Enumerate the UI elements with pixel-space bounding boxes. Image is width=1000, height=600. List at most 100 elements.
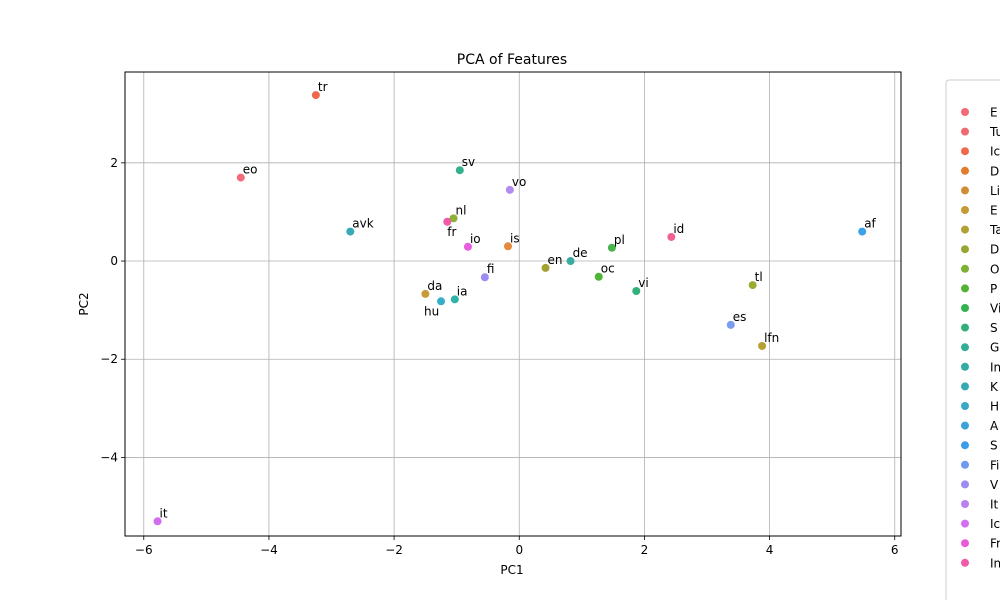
point-label-pl: pl xyxy=(614,233,625,247)
legend-marker xyxy=(961,147,969,156)
point-label-en: en xyxy=(548,253,563,267)
legend-entry-label: O xyxy=(990,262,999,276)
point-label-nl: nl xyxy=(456,203,467,217)
legend-marker xyxy=(961,264,969,273)
point-label-vi: vi xyxy=(638,276,648,290)
point-label-ia: ia xyxy=(457,284,468,298)
legend-entry-label: D xyxy=(990,164,999,178)
legend-marker xyxy=(961,186,969,195)
legend-marker xyxy=(961,323,969,332)
legend-frame xyxy=(945,79,1000,600)
legend-entry-label: Tu xyxy=(989,125,1000,139)
data-point-vi xyxy=(632,286,641,295)
point-label-af: af xyxy=(864,217,876,231)
point-label-fr: fr xyxy=(447,225,456,239)
legend-entry-label: E xyxy=(990,204,998,218)
data-point-af xyxy=(858,227,867,236)
x-axis-ticks: −6 −4 −2 0 2 4 6 xyxy=(135,536,899,557)
legend-marker xyxy=(961,500,969,508)
point-label-da: da xyxy=(427,279,442,293)
data-point-ia xyxy=(450,295,459,304)
chart-title: PCA of Features xyxy=(457,52,567,68)
legend-entry-label: K xyxy=(990,380,999,394)
legend-entry-label: S xyxy=(990,439,998,453)
legend-marker xyxy=(961,362,969,371)
legend-entry-label: Li xyxy=(990,184,1000,198)
y-axis-ticks: −4 −2 0 2 xyxy=(100,156,125,464)
legend-marker xyxy=(961,343,969,352)
x-tick-label: −4 xyxy=(260,543,278,557)
data-point-avk xyxy=(346,227,355,236)
data-point-pl xyxy=(607,243,616,252)
data-point-oc xyxy=(594,272,603,281)
point-label-it: it xyxy=(160,506,168,520)
x-tick-label: 0 xyxy=(515,543,523,557)
legend-marker xyxy=(961,539,969,548)
legend-entry-label: In xyxy=(990,360,1000,374)
legend-entry-label: E xyxy=(990,106,998,120)
grid-lines xyxy=(125,72,901,536)
legend-entry-label: Ic xyxy=(990,145,1000,159)
point-label-es: es xyxy=(733,310,747,324)
legend-marker xyxy=(961,402,969,410)
data-point-lfn xyxy=(758,341,767,350)
data-point-tl xyxy=(748,281,757,290)
legend-entry-label: Ic xyxy=(990,517,1000,531)
point-label-tr: tr xyxy=(318,80,328,94)
legend-marker xyxy=(961,460,969,469)
legend-marker xyxy=(961,441,969,450)
data-point-fr xyxy=(443,217,452,226)
legend-entry-label: Vi xyxy=(990,302,1000,316)
legend-marker xyxy=(961,206,969,214)
legend-marker xyxy=(961,421,969,430)
legend-entry-label: Fi xyxy=(990,458,999,472)
legend-entry-label: In xyxy=(990,556,1000,570)
y-tick-label: 0 xyxy=(110,254,118,268)
data-point-vo xyxy=(505,185,514,194)
point-label-io: io xyxy=(470,232,481,246)
legend-entry-label: V xyxy=(990,478,999,492)
data-point-sv xyxy=(455,166,464,175)
y-tick-label: 2 xyxy=(110,156,118,170)
point-label-vo: vo xyxy=(512,175,526,189)
legend-marker xyxy=(961,304,969,312)
legend-marker xyxy=(961,127,969,136)
point-label-de: de xyxy=(573,246,588,260)
x-tick-label: 4 xyxy=(766,543,774,557)
legend-marker xyxy=(961,225,969,234)
legend-marker xyxy=(961,382,969,391)
data-point-hu xyxy=(437,297,446,306)
y-tick-label: −2 xyxy=(100,352,118,366)
legend-marker xyxy=(961,284,969,293)
data-point-is xyxy=(503,242,512,251)
point-label-id: id xyxy=(673,222,684,236)
legend-entry-label: A xyxy=(990,419,999,433)
point-label-tl: tl xyxy=(755,270,763,284)
point-label-lfn: lfn xyxy=(764,331,779,345)
legend-marker xyxy=(961,245,969,254)
x-tick-label: −6 xyxy=(135,543,153,557)
data-point-eo xyxy=(236,173,245,182)
legend-marker xyxy=(961,480,969,489)
legend-entry-label: It xyxy=(990,498,999,512)
point-label-oc: oc xyxy=(601,262,615,276)
data-point-nl xyxy=(449,214,458,223)
data-point-id xyxy=(667,232,676,241)
x-tick-label: 6 xyxy=(891,543,899,557)
x-tick-label: −2 xyxy=(385,543,403,557)
legend-marker xyxy=(961,108,969,116)
x-axis-label: PC1 xyxy=(500,563,523,577)
legend-entry-label: P xyxy=(990,282,997,296)
data-points xyxy=(153,91,867,526)
point-label-sv: sv xyxy=(462,155,475,169)
data-point-tr xyxy=(311,91,320,100)
legend-entry-label: D xyxy=(990,243,999,257)
y-tick-label: −4 xyxy=(100,450,118,464)
legend-entry-label: G xyxy=(990,341,999,355)
y-axis-label: PC2 xyxy=(77,292,91,315)
data-point-da xyxy=(421,289,430,298)
data-point-es xyxy=(726,320,735,329)
